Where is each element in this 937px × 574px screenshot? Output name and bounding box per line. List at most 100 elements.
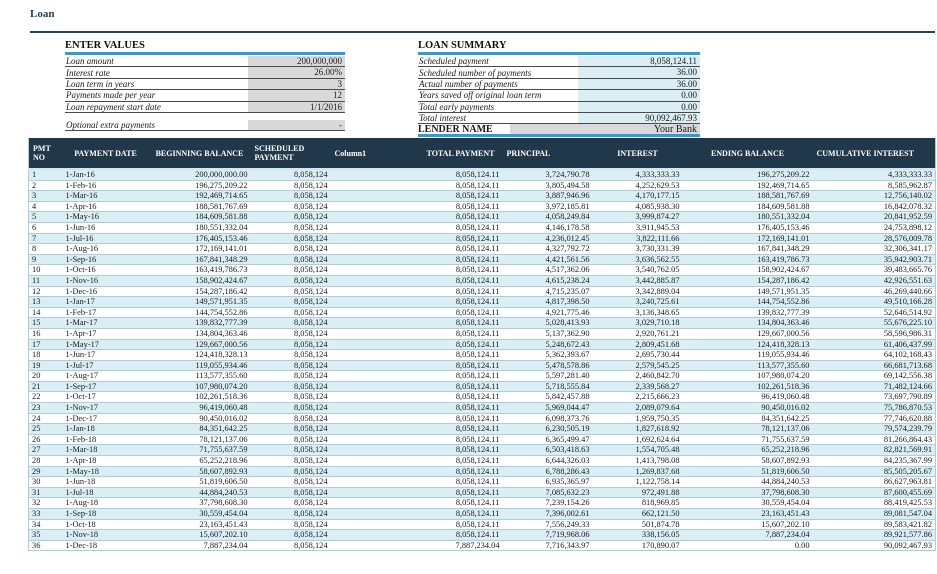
cell-pmt-no[interactable]: 19 — [28, 360, 63, 372]
cell-cumulative-interest[interactable]: 24,753,898.12 — [812, 222, 936, 234]
cell-pmt-no[interactable]: 12 — [28, 286, 63, 298]
cell-total-payment[interactable]: 8,058,124.11 — [418, 211, 503, 223]
cell-total-payment[interactable]: 8,058,124.11 — [418, 423, 503, 435]
cell-pmt-no[interactable]: 1 — [28, 169, 63, 181]
cell-cumulative-interest[interactable]: 89,081,547.04 — [812, 508, 936, 520]
cell-interest[interactable]: 2,460,842.70 — [592, 370, 683, 382]
cell-payment-date[interactable]: 1-Apr-18 — [62, 455, 149, 467]
cell-cumulative-interest[interactable]: 46,269,440.66 — [812, 286, 936, 298]
cell-pmt-no[interactable]: 23 — [28, 402, 63, 414]
cell-ending-balance[interactable]: 78,121,137.06 — [682, 423, 813, 435]
cell-ending-balance[interactable]: 119,055,934.46 — [682, 349, 813, 361]
cell-column1[interactable] — [330, 519, 419, 531]
cell-interest[interactable]: 1,827,618.92 — [592, 423, 683, 435]
cell-beginning-balance[interactable]: 7,887,234.04 — [148, 540, 251, 552]
cell-principal[interactable]: 7,085,632.23 — [502, 487, 593, 499]
cell-pmt-no[interactable]: 33 — [28, 508, 63, 520]
cell-pmt-no[interactable]: 22 — [28, 391, 63, 404]
cell-principal[interactable]: 6,935,365.97 — [502, 476, 593, 488]
cell-total-payment[interactable]: 8,058,124.11 — [418, 296, 503, 308]
column-header-principal[interactable]: PRINCIPAL — [502, 138, 593, 170]
cell-column1[interactable] — [330, 466, 419, 478]
cell-total-payment[interactable]: 8,058,124.11 — [418, 201, 503, 213]
cell-principal[interactable]: 5,597,281.40 — [502, 370, 593, 382]
cell-total-payment[interactable]: 8,058,124.11 — [418, 264, 503, 276]
cell-payment-date[interactable]: 1-Nov-16 — [62, 275, 149, 287]
cell-beginning-balance[interactable]: 113,577,355.60 — [148, 370, 251, 382]
column-header-pmt-no[interactable]: PMT NO — [28, 138, 63, 170]
cell-principal[interactable]: 5,969,044.47 — [502, 402, 593, 414]
cell-ending-balance[interactable]: 192,469,714.65 — [682, 180, 813, 192]
cell-pmt-no[interactable]: 11 — [28, 275, 63, 287]
cell-ending-balance[interactable]: 129,667,000.56 — [682, 328, 813, 340]
cell-column1[interactable] — [330, 296, 419, 308]
cell-pmt-no[interactable]: 17 — [28, 339, 63, 351]
cell-beginning-balance[interactable]: 15,607,202.10 — [148, 529, 251, 541]
cell-interest[interactable]: 1,554,705.48 — [592, 444, 683, 457]
cell-total-payment[interactable]: 8,058,124.11 — [418, 317, 503, 329]
cell-ending-balance[interactable]: 107,980,074.20 — [682, 370, 813, 382]
cell-beginning-balance[interactable]: 119,055,934.46 — [148, 360, 251, 372]
cell-beginning-balance[interactable]: 51,819,606.50 — [148, 476, 251, 488]
cell-principal[interactable]: 6,230,505.19 — [502, 423, 593, 435]
cell-scheduled-payment[interactable]: 8,058,124 — [250, 508, 331, 520]
cell-ending-balance[interactable]: 71,755,637.59 — [682, 434, 813, 446]
cell-payment-date[interactable]: 1-Dec-16 — [62, 286, 149, 298]
summary-field-value[interactable]: 36.00 — [578, 78, 700, 90]
cell-beginning-balance[interactable]: 167,841,348.29 — [148, 254, 251, 266]
cell-column1[interactable] — [330, 434, 419, 446]
cell-cumulative-interest[interactable]: 69,142,556.38 — [812, 370, 936, 382]
cell-ending-balance[interactable]: 144,754,552.86 — [682, 296, 813, 308]
cell-pmt-no[interactable]: 14 — [28, 307, 63, 319]
lender-name-value[interactable]: Your Bank — [510, 124, 700, 135]
cell-principal[interactable]: 4,715,235.07 — [502, 286, 593, 298]
cell-payment-date[interactable]: 1-Jun-17 — [62, 349, 149, 361]
input-field-value[interactable]: 26.00% — [248, 67, 345, 78]
cell-total-payment[interactable]: 8,058,124.11 — [418, 370, 503, 382]
cell-cumulative-interest[interactable]: 85,505,205.67 — [812, 466, 936, 478]
cell-cumulative-interest[interactable]: 4,333,333.33 — [812, 169, 936, 181]
cell-payment-date[interactable]: 1-Dec-18 — [62, 540, 149, 552]
cell-scheduled-payment[interactable]: 8,058,124 — [250, 264, 331, 276]
cell-column1[interactable] — [330, 201, 419, 213]
cell-scheduled-payment[interactable]: 8,058,124 — [250, 466, 331, 478]
cell-column1[interactable] — [330, 286, 419, 298]
cell-cumulative-interest[interactable]: 88,419,425.53 — [812, 497, 936, 509]
cell-interest[interactable]: 3,136,348.65 — [592, 307, 683, 319]
cell-total-payment[interactable]: 8,058,124.11 — [418, 519, 503, 531]
cell-column1[interactable] — [330, 339, 419, 351]
cell-column1[interactable] — [330, 413, 419, 425]
cell-ending-balance[interactable]: 167,841,348.29 — [682, 243, 813, 255]
cell-pmt-no[interactable]: 29 — [28, 466, 63, 478]
cell-payment-date[interactable]: 1-Oct-16 — [62, 264, 149, 276]
cell-payment-date[interactable]: 1-Mar-16 — [62, 190, 149, 202]
cell-ending-balance[interactable]: 180,551,332.04 — [682, 211, 813, 223]
cell-beginning-balance[interactable]: 129,667,000.56 — [148, 339, 251, 351]
cell-beginning-balance[interactable]: 200,000,000.00 — [148, 169, 251, 181]
cell-ending-balance[interactable]: 37,798,608.30 — [682, 487, 813, 499]
cell-interest[interactable]: 3,636,562.55 — [592, 254, 683, 266]
cell-pmt-no[interactable]: 34 — [28, 519, 63, 531]
cell-ending-balance[interactable]: 188,581,767.69 — [682, 190, 813, 202]
cell-beginning-balance[interactable]: 102,261,518.36 — [148, 391, 251, 404]
cell-cumulative-interest[interactable]: 55,676,225.10 — [812, 317, 936, 329]
cell-beginning-balance[interactable]: 71,755,637.59 — [148, 444, 251, 457]
cell-principal[interactable]: 3,887,946.96 — [502, 190, 593, 202]
cell-cumulative-interest[interactable]: 28,576,009.78 — [812, 233, 936, 245]
cell-total-payment[interactable]: 8,058,124.11 — [418, 487, 503, 499]
cell-beginning-balance[interactable]: 184,609,581.88 — [148, 211, 251, 223]
cell-pmt-no[interactable]: 21 — [28, 381, 63, 393]
cell-interest[interactable]: 2,215,666.23 — [592, 391, 683, 404]
cell-total-payment[interactable]: 8,058,124.11 — [418, 434, 503, 446]
cell-interest[interactable]: 2,809,451.68 — [592, 339, 683, 351]
cell-total-payment[interactable]: 8,058,124.11 — [418, 402, 503, 414]
cell-principal[interactable]: 7,719,968.06 — [502, 529, 593, 541]
cell-scheduled-payment[interactable]: 8,058,124 — [250, 307, 331, 319]
cell-scheduled-payment[interactable]: 8,058,124 — [250, 339, 331, 351]
cell-cumulative-interest[interactable]: 87,600,455.69 — [812, 487, 936, 499]
cell-payment-date[interactable]: 1-Oct-17 — [62, 391, 149, 404]
cell-beginning-balance[interactable]: 192,469,714.65 — [148, 190, 251, 202]
cell-interest[interactable]: 3,822,111.66 — [592, 233, 683, 245]
cell-cumulative-interest[interactable]: 39,483,665.76 — [812, 264, 936, 276]
cell-principal[interactable]: 5,478,578.86 — [502, 360, 593, 372]
